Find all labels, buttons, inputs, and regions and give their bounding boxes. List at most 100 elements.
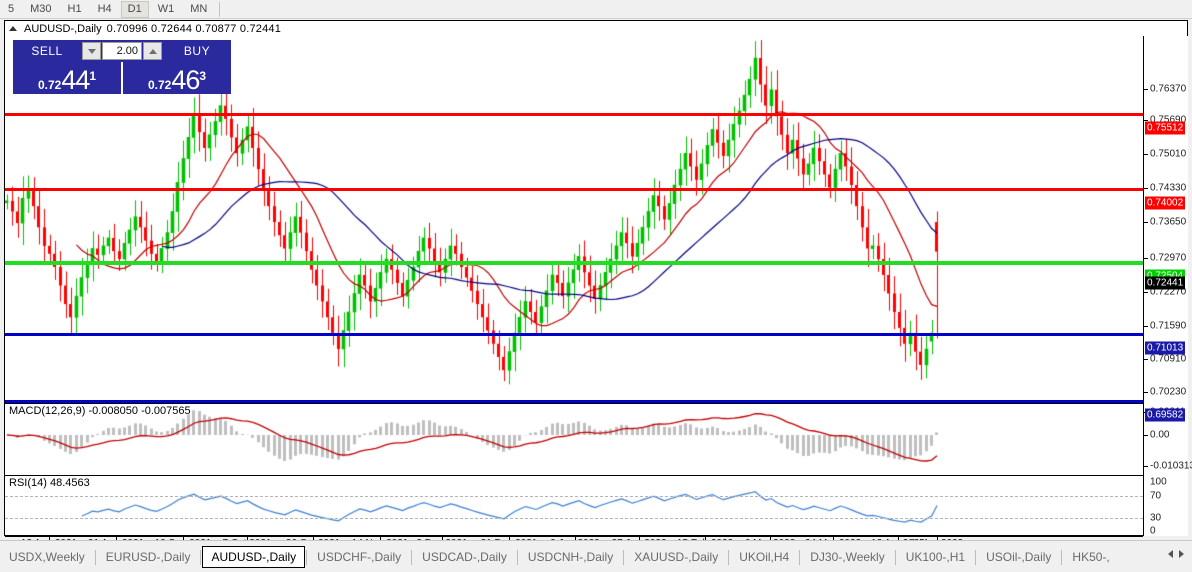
rsi-label: RSI(14) 48.4563 xyxy=(9,477,90,489)
tab-separator xyxy=(200,550,202,565)
buy-label[interactable]: BUY xyxy=(163,40,231,62)
timeframe-button-h4[interactable]: H4 xyxy=(97,2,112,15)
price-tick xyxy=(1144,392,1148,393)
chart-window: AUDUSD-,Daily 0.70996 0.72644 0.70877 0.… xyxy=(4,20,1192,549)
tab-separator xyxy=(975,550,977,565)
buy-button[interactable]: 0.72 46 3 xyxy=(123,62,231,94)
volume-stepper[interactable]: 2.00 xyxy=(81,40,163,62)
price-tick xyxy=(1144,326,1148,327)
timeframe-button-d1[interactable]: D1 xyxy=(120,0,149,18)
date-tick xyxy=(639,537,640,540)
timeframe-button-h1[interactable]: H1 xyxy=(67,2,82,15)
timeframe-button-m30[interactable]: M30 xyxy=(30,2,52,15)
date-tick xyxy=(442,537,443,540)
sell-label[interactable]: SELL xyxy=(13,40,81,62)
oct-price-row: 0.72 44 1 0.72 46 3 xyxy=(13,62,231,94)
scroll-right-icon[interactable] xyxy=(1179,550,1184,558)
volume-decrease-button[interactable] xyxy=(82,42,101,60)
symbol-tab-xauusd--daily[interactable]: XAUUSD-,Daily xyxy=(634,550,719,564)
price-tick xyxy=(1144,258,1148,259)
buy-price-fraction: 3 xyxy=(199,69,207,84)
price-level-line[interactable] xyxy=(5,188,1143,191)
date-tick xyxy=(49,537,50,540)
symbol-tab-eurusd--daily[interactable]: EURUSD-,Daily xyxy=(105,550,191,564)
tab-separator xyxy=(799,550,801,565)
sell-price-big: 44 xyxy=(61,65,90,96)
buy-price-big: 46 xyxy=(171,65,200,96)
price-tick xyxy=(1144,359,1148,360)
price-tick xyxy=(1144,120,1148,121)
macd-tick-label: 0.00 xyxy=(1150,429,1170,441)
chart-ohlc-values: 0.70996 0.72644 0.70877 0.72441 xyxy=(106,22,282,35)
rsi-tick-label: 70 xyxy=(1150,490,1162,502)
volume-input[interactable]: 2.00 xyxy=(102,42,142,60)
date-tick xyxy=(247,537,248,540)
timeframe-button-w1[interactable]: W1 xyxy=(157,2,175,15)
one-click-trading-panel[interactable]: SELL 2.00 BUY 0.72 44 1 xyxy=(13,40,231,94)
rsi-tick-label: 30 xyxy=(1150,512,1162,524)
symbol-tab-ukoil-h4[interactable]: UKOil,H4 xyxy=(739,550,790,564)
date-tick xyxy=(509,537,510,540)
price-tick-label: 0.72270 xyxy=(1150,286,1187,298)
symbol-tab-hk50--[interactable]: HK50-, xyxy=(1072,550,1110,564)
date-tick xyxy=(705,537,706,540)
sell-price-major: 0.72 xyxy=(37,78,62,93)
symbol-tab-usdcad--daily[interactable]: USDCAD-,Daily xyxy=(422,550,507,564)
date-tick xyxy=(770,537,771,540)
chart-symbol-label: AUDUSD-,Daily xyxy=(24,22,102,35)
chart-header: AUDUSD-,Daily 0.70996 0.72644 0.70877 0.… xyxy=(5,21,1187,36)
tab-separator xyxy=(623,550,625,565)
price-badge-resistance: 0.75512 xyxy=(1145,121,1186,135)
price-tick xyxy=(1144,222,1148,223)
tab-scroll-arrows[interactable] xyxy=(1168,546,1192,558)
timeframe-button-mn[interactable]: MN xyxy=(190,2,208,15)
rsi-tick-label: 0 xyxy=(1150,525,1156,537)
timeframe-button-5[interactable]: 5 xyxy=(8,2,15,15)
timeframe-toolbar: 5 M30 H1 H4 D1 W1 MN xyxy=(0,0,1192,19)
price-tick-label: 0.70910 xyxy=(1150,353,1187,365)
price-pane[interactable] xyxy=(5,36,1143,403)
symbol-tab-dj30--weekly[interactable]: DJ30-,Weekly xyxy=(810,550,885,564)
price-tick-label: 0.70230 xyxy=(1150,386,1187,398)
price-tick xyxy=(1144,292,1148,293)
price-tick-label: 0.71590 xyxy=(1150,320,1187,332)
sell-button[interactable]: 0.72 44 1 xyxy=(13,62,121,94)
tab-separator xyxy=(728,550,730,565)
macd-tick xyxy=(1144,466,1148,467)
tab-separator xyxy=(516,550,518,565)
tab-separator xyxy=(306,550,308,565)
rsi-level-line xyxy=(5,496,1143,497)
symbol-tab-audusd--daily[interactable]: AUDUSD-,Daily xyxy=(202,546,306,568)
price-badge-support: 0.71013 xyxy=(1145,341,1186,355)
macd-tick xyxy=(1144,435,1148,436)
buy-price-major: 0.72 xyxy=(147,78,172,93)
rsi-tick-label: 100 xyxy=(1150,476,1167,488)
tab-separator xyxy=(94,550,96,565)
date-tick xyxy=(898,537,899,540)
symbol-tab-usdx-weekly[interactable]: USDX,Weekly xyxy=(9,550,85,564)
symbol-tab-usdcnh--daily[interactable]: USDCNH-,Daily xyxy=(527,550,614,564)
symbol-tab-usoil--daily[interactable]: USOil-,Daily xyxy=(986,550,1052,564)
price-level-line[interactable] xyxy=(5,333,1143,336)
macd-label: MACD(12,26,9) -0.008050 -0.007565 xyxy=(9,405,191,417)
symbol-tab-usdchf--daily[interactable]: USDCHF-,Daily xyxy=(317,550,402,564)
macd-pane[interactable]: MACD(12,26,9) -0.008050 -0.007565 xyxy=(5,403,1143,475)
price-badge-last-price: 0.72441 xyxy=(1145,276,1186,290)
symbol-tab-bar[interactable]: USDX,Weekly EURUSD-,Daily AUDUSD-,Daily USD… xyxy=(0,540,1192,572)
scroll-left-icon[interactable] xyxy=(1168,550,1173,558)
date-tick xyxy=(833,537,834,540)
volume-increase-button[interactable] xyxy=(143,42,162,60)
tab-separator xyxy=(894,550,896,565)
price-tick xyxy=(1144,188,1148,189)
price-level-line[interactable] xyxy=(5,261,1143,265)
price-level-line[interactable] xyxy=(5,113,1143,116)
rsi-pane[interactable]: RSI(14) 48.4563 xyxy=(5,475,1143,536)
sell-price-fraction: 1 xyxy=(89,69,97,84)
price-level-line[interactable] xyxy=(5,400,1143,403)
triangle-up-icon[interactable] xyxy=(9,26,17,31)
symbol-tab-uk100--h1[interactable]: UK100-,H1 xyxy=(905,550,966,564)
price-axis-scale[interactable]: 0.76370 0.75690 0.75010 0.74330 0.73650 0.729… xyxy=(1143,36,1192,537)
date-tick xyxy=(183,537,184,540)
macd-canvas xyxy=(5,404,1143,475)
